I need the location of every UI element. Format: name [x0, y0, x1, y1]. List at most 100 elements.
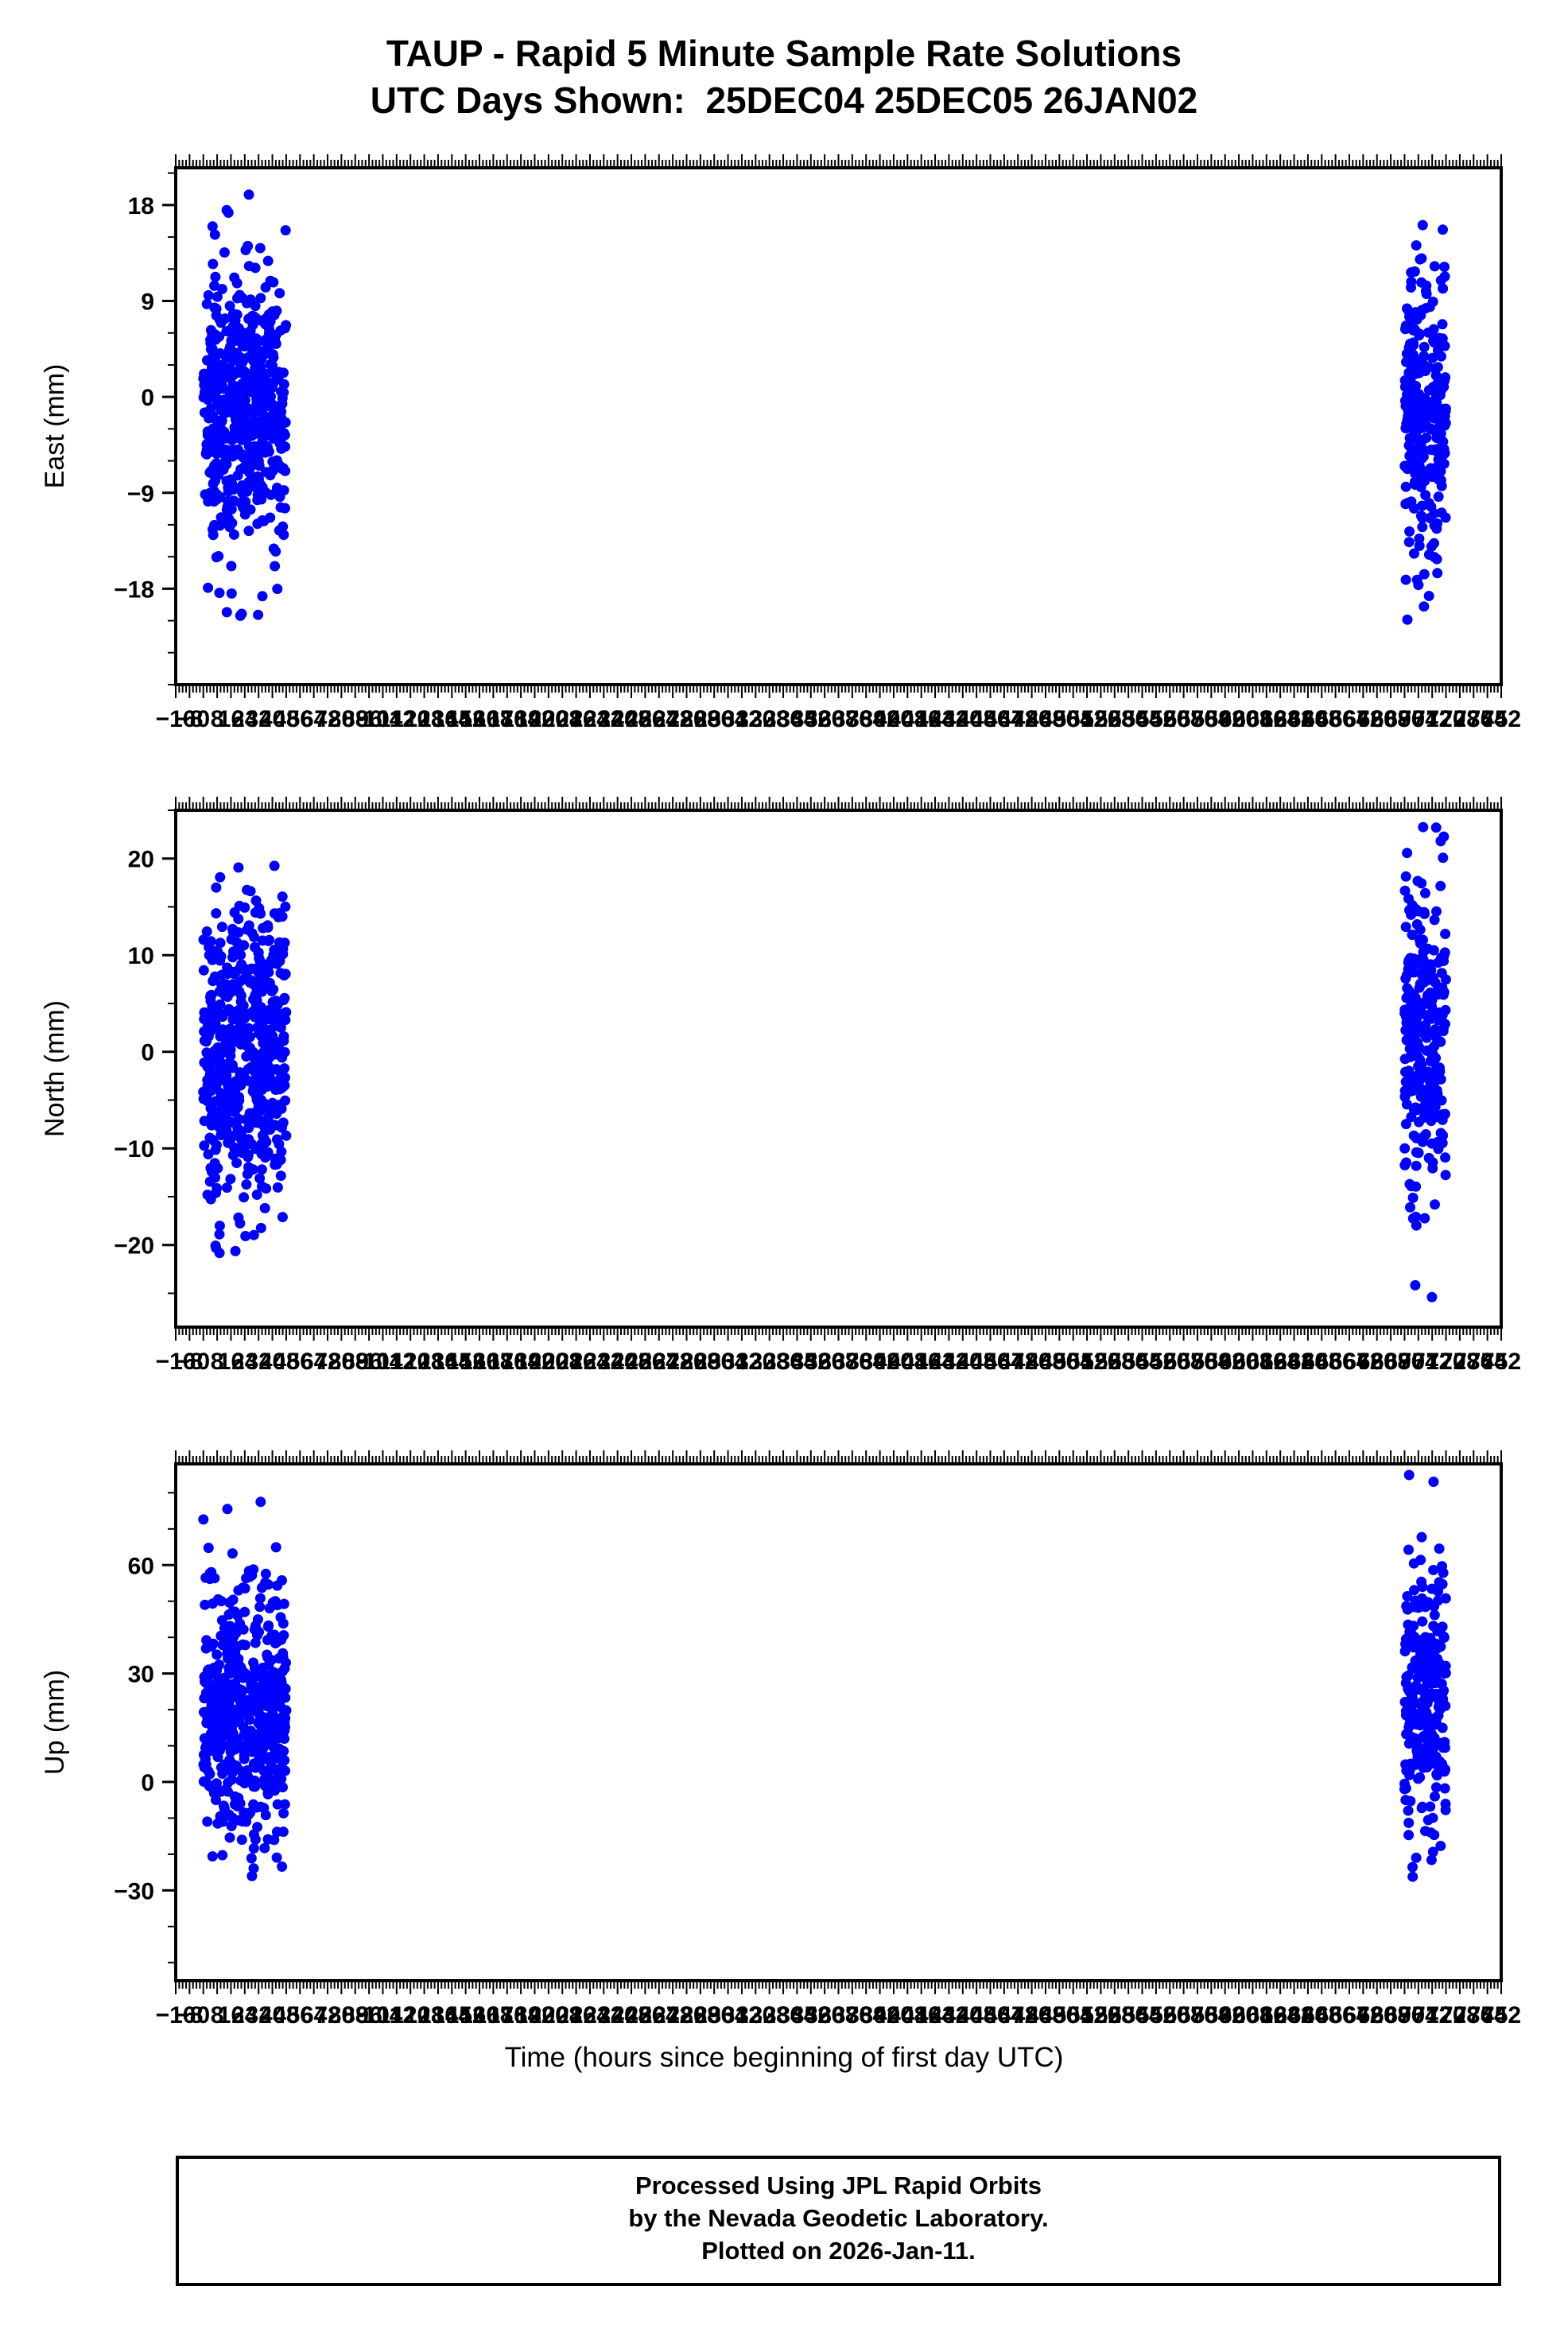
- north-axis-title: North (mm): [40, 1000, 70, 1137]
- scatter-point: [223, 344, 235, 355]
- x-tick-label: 320: [735, 706, 775, 732]
- y-tick-label: 0: [141, 1040, 154, 1066]
- x-tick-label: 584: [1191, 1349, 1231, 1375]
- scatter-point: [248, 405, 259, 416]
- scatter-point: [275, 1022, 286, 1033]
- x-tick-label: 600: [1219, 706, 1259, 732]
- x-tick-label: 400: [874, 1349, 914, 1375]
- scatter-point: [206, 1061, 216, 1072]
- scatter-point: [281, 1130, 292, 1141]
- x-tick-label: 608: [1232, 2002, 1272, 2028]
- scatter-point: [207, 1002, 218, 1013]
- scatter-point: [278, 530, 289, 541]
- scatter-point: [265, 275, 276, 286]
- x-tick-label: 600: [1219, 1349, 1259, 1375]
- scatter-point: [1428, 1080, 1439, 1091]
- scatter-point: [254, 1173, 266, 1184]
- scatter-point: [238, 1144, 249, 1155]
- x-tick-label: 680: [1357, 2002, 1397, 2028]
- scatter-point: [201, 298, 212, 309]
- scatter-point: [259, 1780, 270, 1791]
- scatter-point: [1401, 356, 1411, 367]
- scatter-point: [214, 359, 224, 371]
- scatter-point: [1426, 995, 1438, 1006]
- scatter-point: [250, 363, 261, 374]
- scatter-point: [251, 337, 262, 348]
- x-tick-label: 616: [1247, 2002, 1287, 2028]
- scatter-point: [1433, 491, 1444, 503]
- scatter-point: [200, 1599, 211, 1610]
- x-tick-label: 104: [363, 1349, 402, 1375]
- x-tick-label: 8: [211, 1349, 224, 1375]
- scatter-point: [203, 289, 214, 301]
- scatter-point: [1411, 1160, 1422, 1171]
- x-tick-label: 376: [833, 2002, 872, 2028]
- scatter-point: [1411, 1220, 1422, 1231]
- scatter-point: [1407, 1085, 1419, 1097]
- scatter-point: [214, 1229, 225, 1240]
- scatter-point: [1431, 906, 1442, 917]
- scatter-point: [1400, 1119, 1411, 1130]
- scatter-point: [266, 398, 277, 409]
- scatter-point: [1409, 548, 1419, 559]
- scatter-point: [233, 862, 244, 873]
- scatter-point: [1420, 887, 1430, 899]
- x-tick-label: 736: [1454, 1349, 1493, 1375]
- scatter-point: [1411, 1211, 1422, 1222]
- scatter-point: [248, 1229, 259, 1240]
- x-tick-label: 256: [625, 706, 665, 732]
- scatter-point: [233, 1212, 244, 1223]
- scatter-point: [230, 1737, 241, 1749]
- scatter-point: [1427, 352, 1438, 363]
- x-tick-label: 432: [929, 706, 968, 732]
- scatter-point: [208, 524, 218, 535]
- x-tick-label: 264: [639, 706, 679, 732]
- scatter-point: [236, 1834, 247, 1846]
- y-tick-label: 0: [141, 1770, 154, 1796]
- x-tick-label: 680: [1357, 1349, 1397, 1375]
- x-tick-label: 144: [432, 706, 472, 732]
- x-tick-label: 504: [1054, 706, 1093, 732]
- scatter-point: [1420, 490, 1431, 501]
- scatter-point: [1437, 1722, 1448, 1733]
- scatter-point: [1407, 930, 1418, 941]
- x-tick-label: 456: [970, 2002, 1010, 2028]
- scatter-point: [198, 1093, 209, 1104]
- scatter-point: [215, 395, 227, 406]
- scatter-point: [235, 1080, 246, 1091]
- x-tick-label: 576: [1178, 706, 1217, 732]
- scatter-point: [275, 968, 286, 979]
- scatter-point: [269, 1718, 280, 1729]
- scatter-point: [219, 405, 231, 416]
- scatter-point: [252, 1614, 263, 1625]
- scatter-point: [243, 1023, 254, 1034]
- x-tick-label: −8: [176, 1349, 203, 1375]
- scatter-point: [214, 1248, 225, 1259]
- x-tick-label: 136: [418, 706, 458, 732]
- scatter-point: [257, 986, 267, 997]
- scatter-point: [238, 412, 249, 423]
- scatter-point: [216, 433, 227, 443]
- x-tick-label: 656: [1316, 1349, 1356, 1375]
- x-tick-label: 736: [1454, 2002, 1493, 2028]
- x-tick-label: 624: [1260, 2002, 1300, 2028]
- x-tick-label: 336: [763, 1349, 803, 1375]
- x-tick-label: 624: [1260, 706, 1300, 732]
- x-tick-label: 32: [246, 2002, 272, 2028]
- scatter-point: [252, 495, 263, 506]
- scatter-point: [1436, 480, 1447, 491]
- x-tick-label: 656: [1316, 706, 1356, 732]
- scatter-point: [208, 390, 219, 401]
- x-tick-label: 80: [328, 1349, 355, 1375]
- x-tick-label: −16: [156, 706, 196, 732]
- scatter-point: [266, 1676, 277, 1687]
- x-tick-label: 368: [818, 2002, 858, 2028]
- scatter-point: [280, 1765, 291, 1776]
- x-tick-label: 240: [598, 2002, 638, 2028]
- scatter-point: [281, 320, 292, 331]
- scatter-point: [206, 438, 217, 448]
- x-tick-label: 560: [1150, 1349, 1190, 1375]
- scatter-point: [254, 1601, 266, 1613]
- scatter-point: [198, 1514, 209, 1525]
- x-tick-label: 480: [1012, 706, 1052, 732]
